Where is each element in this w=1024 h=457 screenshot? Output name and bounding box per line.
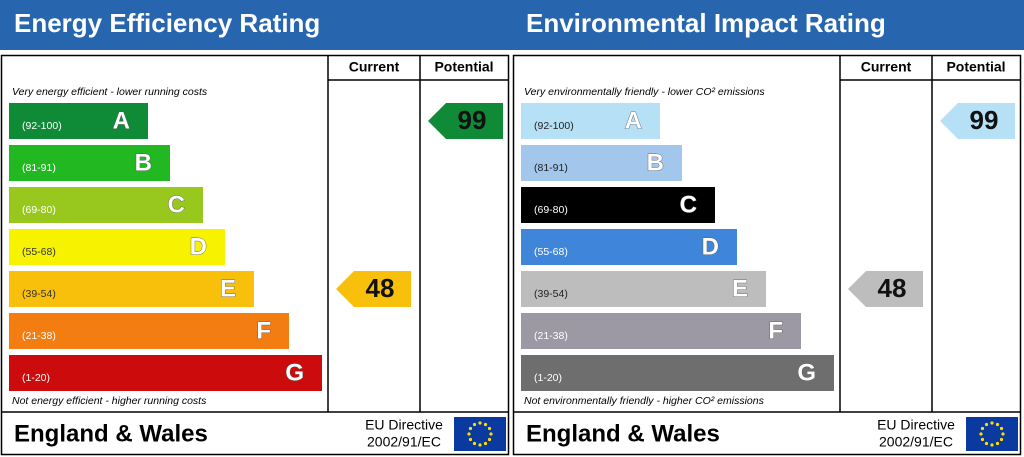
- bottom-note: Not environmentally friendly - higher CO…: [524, 395, 765, 407]
- rating-arrow: [428, 103, 503, 139]
- eu-star: [489, 432, 493, 436]
- eu-star: [999, 437, 1004, 442]
- directive-line: 2002/91/EC: [367, 434, 441, 450]
- eu-star: [1001, 432, 1005, 436]
- band-letter: A: [625, 107, 642, 134]
- column-header: Current: [861, 59, 912, 75]
- rating-band: [521, 271, 766, 307]
- band-range: (55-68): [534, 246, 568, 258]
- rating-band: [9, 103, 148, 139]
- column-header: Potential: [946, 59, 1005, 75]
- footer-title: England & Wales: [526, 420, 720, 447]
- table-frame: [0, 54, 510, 456]
- band-range: (69-80): [22, 204, 56, 216]
- eu-star: [979, 432, 983, 436]
- eu-star: [995, 422, 1000, 427]
- band-letter: E: [220, 275, 236, 302]
- directive-line: EU Directive: [365, 417, 443, 433]
- rating-band: [9, 313, 289, 349]
- band-letter: G: [285, 359, 304, 386]
- column-header: Current: [349, 59, 400, 75]
- rating-band: [9, 229, 225, 265]
- eu-star: [467, 432, 471, 436]
- rating-band: [9, 355, 322, 391]
- band-range: (1-20): [534, 372, 562, 384]
- title-bar: [0, 0, 512, 50]
- rating-arrow: [336, 271, 411, 307]
- rating-band: [521, 145, 682, 181]
- band-range: (39-54): [22, 288, 56, 300]
- eu-star: [984, 422, 989, 427]
- panel-title: Environmental Impact Rating: [526, 8, 886, 38]
- band-letter: F: [256, 317, 271, 344]
- eu-star: [483, 441, 488, 446]
- band-range: (81-91): [534, 162, 568, 174]
- top-note: Very energy efficient - lower running co…: [12, 86, 208, 98]
- rating-band: [521, 229, 737, 265]
- band-range: (81-91): [22, 162, 56, 174]
- eu-star: [472, 422, 477, 427]
- rating-arrow: [940, 103, 1015, 139]
- rating-band: [521, 313, 801, 349]
- epc-panel: Environmental Impact Rating Current Potent…: [512, 0, 1024, 456]
- rating-band: [521, 355, 834, 391]
- band-range: (21-38): [22, 330, 56, 342]
- band-letter: D: [190, 233, 207, 260]
- eu-star: [999, 426, 1004, 431]
- band-range: (55-68): [22, 246, 56, 258]
- band-letter: F: [768, 317, 783, 344]
- top-note: Very environmentally friendly - lower CO…: [524, 86, 765, 98]
- band-range: (69-80): [534, 204, 568, 216]
- band-range: (39-54): [534, 288, 568, 300]
- panel-title: Energy Efficiency Rating: [14, 8, 320, 38]
- eu-star: [472, 441, 477, 446]
- bottom-note: Not energy efficient - higher running co…: [12, 395, 207, 407]
- eu-star: [980, 437, 985, 442]
- eu-star: [487, 437, 492, 442]
- eu-star: [984, 441, 989, 446]
- eu-star: [483, 422, 488, 427]
- band-letter: C: [168, 191, 185, 218]
- rating-band: [9, 187, 203, 223]
- rating-value: 99: [458, 105, 487, 135]
- eu-star: [468, 437, 473, 442]
- band-range: (92-100): [22, 120, 62, 132]
- band-letter: E: [732, 275, 748, 302]
- eu-star: [478, 421, 482, 425]
- directive-line: EU Directive: [877, 417, 955, 433]
- footer-title: England & Wales: [14, 420, 208, 447]
- directive-line: 2002/91/EC: [879, 434, 953, 450]
- rating-band: [9, 271, 254, 307]
- band-range: (21-38): [534, 330, 568, 342]
- band-range: (92-100): [534, 120, 574, 132]
- eu-star: [980, 426, 985, 431]
- rating-band: [521, 187, 715, 223]
- eu-star: [990, 443, 994, 447]
- column-header: Potential: [434, 59, 493, 75]
- rating-band: [521, 103, 660, 139]
- band-range: (1-20): [22, 372, 50, 384]
- rating-value: 99: [970, 105, 999, 135]
- eu-star: [487, 426, 492, 431]
- eu-star: [478, 443, 482, 447]
- rating-arrow: [848, 271, 923, 307]
- title-bar: [512, 0, 1024, 50]
- band-letter: C: [680, 191, 697, 218]
- rating-value: 48: [366, 273, 395, 303]
- epc-panel: Energy Efficiency Rating Current Potential…: [0, 0, 512, 456]
- eu-star: [990, 421, 994, 425]
- eu-star: [995, 441, 1000, 446]
- band-letter: B: [135, 149, 152, 176]
- band-letter: A: [113, 107, 130, 134]
- band-letter: D: [702, 233, 719, 260]
- rating-value: 48: [878, 273, 907, 303]
- table-frame: [512, 54, 1022, 456]
- band-letter: B: [647, 149, 664, 176]
- eu-star: [468, 426, 473, 431]
- rating-band: [9, 145, 170, 181]
- band-letter: G: [797, 359, 816, 386]
